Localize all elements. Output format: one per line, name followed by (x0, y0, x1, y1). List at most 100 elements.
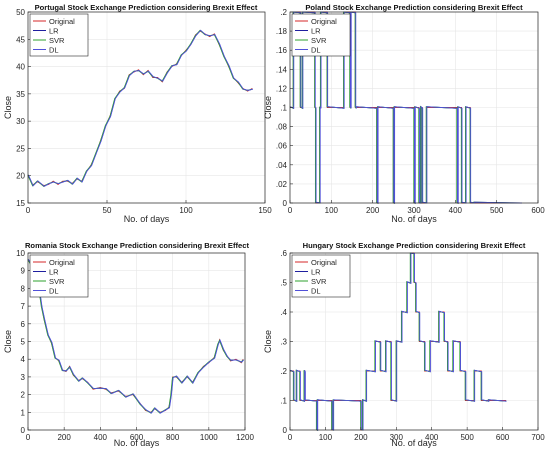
y-axis-label: Close (263, 330, 273, 353)
y-tick-label: 6 (21, 320, 26, 329)
y-tick-label: .3 (280, 338, 287, 347)
chart-panel-1: 0 50 100 150 15 20 25 30 35 40 45 50 Portugal Stock … (3, 3, 272, 224)
x-tick-label: 200 (366, 206, 380, 215)
y-tick-label: 2 (21, 391, 26, 400)
x-tick-label: 400 (94, 433, 108, 442)
legend-label-svr: SVR (311, 36, 327, 45)
x-tick-label: 300 (407, 206, 421, 215)
legend-label-dl: DL (49, 286, 59, 295)
x-tick-label: 400 (425, 433, 439, 442)
legend-label-original: Original (311, 258, 337, 267)
legend-label-svr: SVR (49, 277, 65, 286)
x-tick-label: 0 (26, 206, 31, 215)
x-tick-label: 600 (130, 433, 144, 442)
series-line-dl (28, 29, 253, 187)
legend-label-original: Original (49, 258, 75, 267)
y-tick-label: 1 (21, 408, 26, 417)
y-tick-label: .12 (276, 84, 288, 93)
y-tick-label: .2 (280, 367, 287, 376)
x-tick-label: 150 (258, 206, 272, 215)
x-tick-label: 1000 (200, 433, 218, 442)
y-tick-label: 0 (283, 199, 288, 208)
y-tick-label: 3 (21, 373, 26, 382)
chart-panel-2: 0 100 200 300 400 500 600 0 .02 .04 .06 .08 .1 .12 .14… (263, 3, 545, 224)
x-axis-label: No. of days (124, 214, 170, 224)
y-axis-label: Close (3, 96, 13, 119)
y-tick-label: .18 (276, 27, 288, 36)
y-tick-label: .6 (280, 249, 287, 258)
y-tick-label: 8 (21, 284, 26, 293)
chart-title: Portugal Stock Exchange Prediction consi… (35, 3, 258, 12)
series-line-dl (290, 252, 507, 432)
series-line-dl (290, 11, 522, 205)
legend-label-original: Original (311, 17, 337, 26)
chart-title: Poland Stock Exchange Prediction conside… (305, 3, 523, 12)
x-tick-label: 0 (288, 433, 293, 442)
y-tick-label: 45 (16, 35, 25, 44)
y-tick-label: .5 (280, 279, 287, 288)
y-tick-label: 0 (21, 426, 26, 435)
legend-label-dl: DL (49, 45, 59, 54)
y-tick-label: 4 (21, 355, 26, 364)
legend-label-dl: DL (311, 45, 321, 54)
chart-title: Hungary Stock Exchange Prediction consid… (303, 241, 526, 250)
y-tick-label: 25 (16, 144, 25, 153)
y-tick-label: .4 (280, 308, 287, 317)
x-tick-label: 0 (288, 206, 293, 215)
x-tick-label: 500 (490, 206, 504, 215)
x-tick-label: 50 (103, 206, 112, 215)
y-tick-label: .1 (280, 397, 287, 406)
x-axis-label: No. of days (114, 438, 160, 448)
y-tick-label: 7 (21, 302, 26, 311)
x-tick-label: 0 (26, 433, 31, 442)
legend-label-lr: LR (49, 26, 59, 35)
x-axis-label: No. of days (391, 214, 437, 224)
y-tick-label: 30 (16, 117, 25, 126)
y-tick-label: 0 (283, 426, 288, 435)
legend-label-dl: DL (311, 286, 321, 295)
y-tick-label: .04 (276, 161, 288, 170)
y-tick-label: .1 (280, 104, 287, 113)
x-tick-label: 200 (354, 433, 368, 442)
x-tick-label: 100 (179, 206, 193, 215)
y-tick-label: .2 (280, 8, 287, 17)
y-tick-label: 35 (16, 90, 25, 99)
x-axis-label: No. of days (391, 438, 437, 448)
y-tick-label: .08 (276, 123, 288, 132)
x-tick-label: 100 (319, 433, 333, 442)
legend-label-lr: LR (49, 267, 59, 276)
y-tick-label: .02 (276, 180, 288, 189)
x-tick-label: 200 (57, 433, 71, 442)
legend-label-original: Original (49, 17, 75, 26)
x-tick-label: 700 (531, 433, 545, 442)
y-tick-label: 20 (16, 172, 25, 181)
legend-label-svr: SVR (311, 277, 327, 286)
y-tick-label: .06 (276, 142, 288, 151)
y-tick-label: 15 (16, 199, 25, 208)
y-tick-label: .14 (276, 65, 288, 74)
y-tick-label: 40 (16, 63, 25, 72)
y-tick-label: 50 (16, 8, 25, 17)
x-tick-label: 100 (325, 206, 339, 215)
y-axis-label: Close (263, 96, 273, 119)
legend-label-lr: LR (311, 26, 321, 35)
y-tick-label: 9 (21, 267, 26, 276)
y-tick-label: .16 (276, 46, 288, 55)
chart-title: Romania Stock Exchange Prediction consid… (25, 241, 250, 250)
y-tick-label: 5 (21, 338, 26, 347)
chart-panel-3: 0 200 400 600 800 1000 1200 0 1 2 3 4 5 6 7 8 9 10Romania… (3, 241, 254, 448)
y-axis-label: Close (3, 330, 13, 353)
x-tick-label: 300 (390, 433, 404, 442)
axes-box (27, 11, 266, 204)
x-tick-label: 800 (166, 433, 180, 442)
legend-label-svr: SVR (49, 36, 65, 45)
series-line-dl (28, 259, 244, 414)
y-tick-label: 10 (16, 249, 25, 258)
x-tick-label: 400 (449, 206, 463, 215)
x-tick-label: 600 (496, 433, 510, 442)
